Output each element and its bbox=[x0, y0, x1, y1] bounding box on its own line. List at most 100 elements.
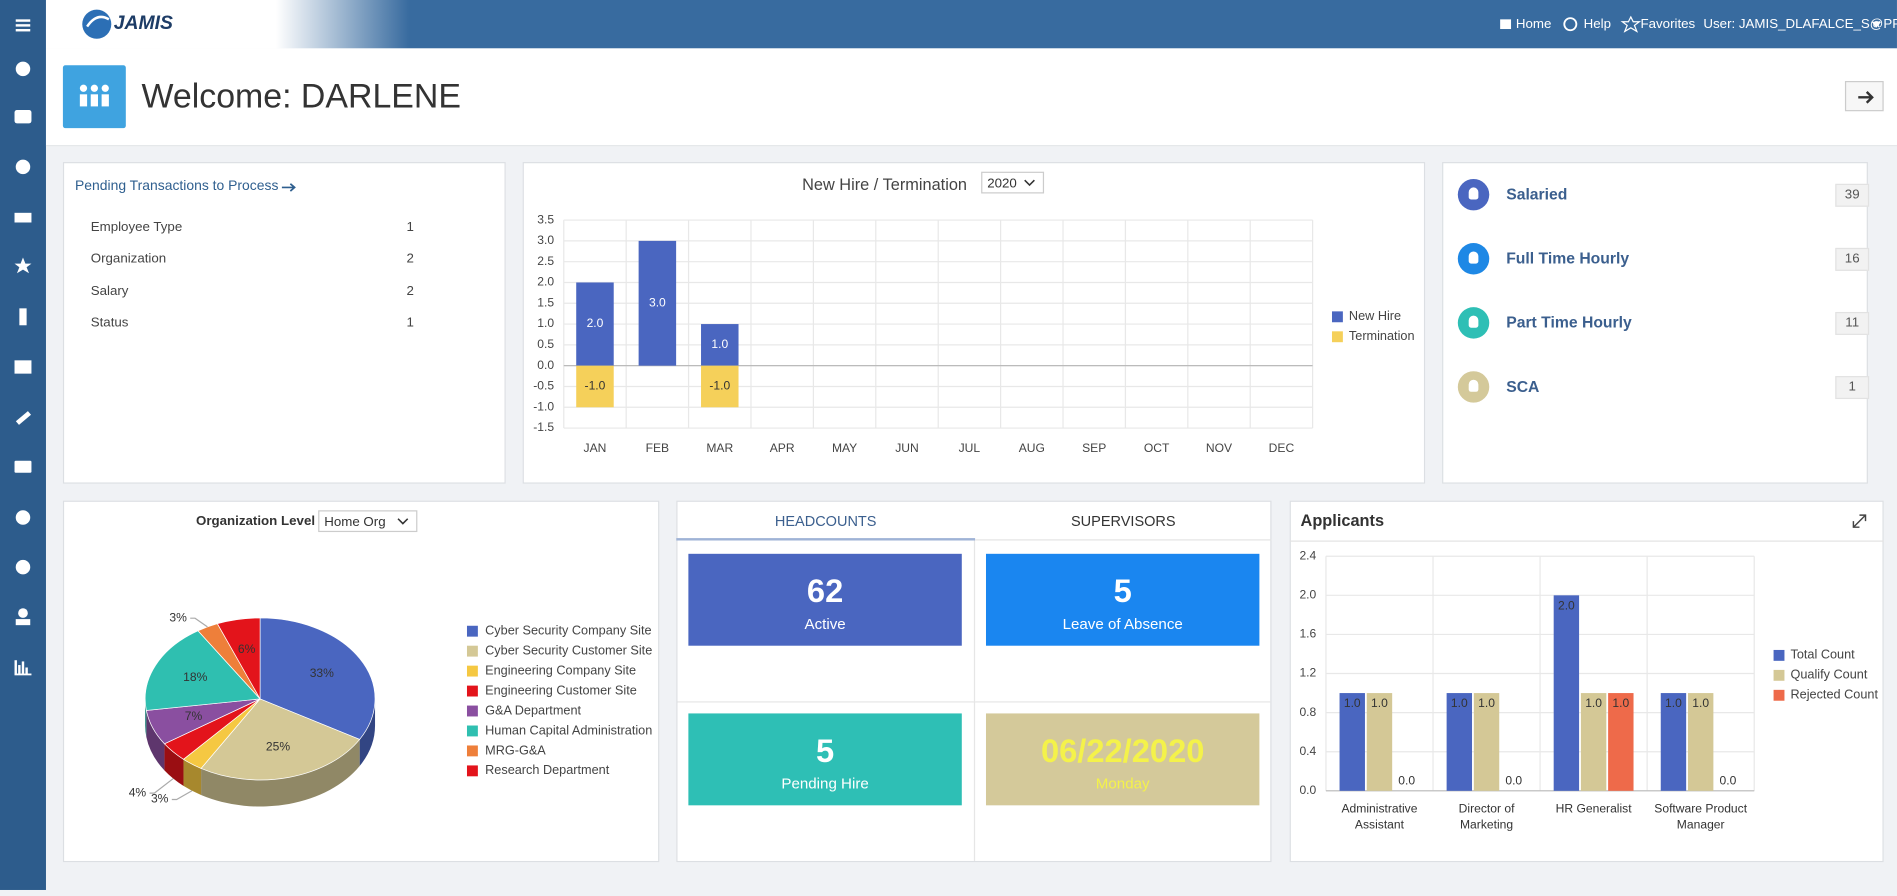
pie-label: 7% bbox=[185, 709, 203, 723]
sidebar-icons bbox=[14, 19, 32, 676]
legend-swatch bbox=[466, 685, 478, 697]
wrench-icon[interactable] bbox=[15, 411, 32, 425]
value-label: 1.0 bbox=[1478, 696, 1495, 710]
nav-home[interactable]: Home bbox=[1515, 16, 1552, 32]
legend-label: Cyber Security Customer Site bbox=[485, 644, 652, 658]
y-tick-label: 1.6 bbox=[1299, 627, 1316, 641]
cubes-icon[interactable] bbox=[15, 559, 31, 575]
legend-swatch bbox=[1773, 649, 1785, 661]
x-tick-label: NOV bbox=[1206, 441, 1232, 455]
bar bbox=[1608, 693, 1634, 791]
value-label: 1.0 bbox=[1344, 696, 1361, 710]
nav-favorites[interactable]: Favorites bbox=[1640, 16, 1696, 32]
pie-slice-side bbox=[359, 698, 376, 767]
type-label[interactable]: Full Time Hourly bbox=[1506, 249, 1630, 268]
dashboard-icon[interactable] bbox=[15, 61, 31, 77]
value-label: -1.0 bbox=[585, 379, 606, 393]
balance-icon[interactable] bbox=[14, 212, 32, 223]
star-icon[interactable] bbox=[14, 257, 32, 274]
y-tick-label: 2.0 bbox=[537, 275, 554, 289]
welcome-icon bbox=[62, 65, 126, 129]
tile[interactable]: 06/22/2020 Monday bbox=[985, 713, 1260, 806]
year-select[interactable]: 2020 bbox=[981, 171, 1045, 194]
y-tick-label: 2.0 bbox=[1299, 588, 1316, 602]
tab-supervisors[interactable]: SUPERVISORS bbox=[1070, 512, 1176, 530]
legend-swatch bbox=[466, 745, 478, 757]
value-label: 0.0 bbox=[1398, 773, 1415, 787]
top-bar: JAMIS Home Help Favorites User: JAMIS_DL… bbox=[45, 0, 1897, 49]
user-icon[interactable] bbox=[18, 608, 28, 618]
x-tick-label: AUG bbox=[1019, 441, 1045, 455]
people-icon[interactable] bbox=[15, 159, 31, 175]
type-count: 39 bbox=[1835, 183, 1870, 207]
y-tick-label: 1.5 bbox=[537, 295, 554, 309]
nav-user[interactable]: User: JAMIS_DLAFALCE_S@PRD bbox=[1703, 16, 1897, 32]
legend-label: Cyber Security Company Site bbox=[485, 624, 651, 638]
nav-icons bbox=[1500, 15, 1882, 33]
pie-slice bbox=[216, 617, 261, 701]
value-label: 1.0 bbox=[1585, 696, 1602, 710]
pie-slice-side bbox=[183, 759, 202, 796]
value-label: 1.0 bbox=[711, 337, 728, 351]
x-tick-label: FEB bbox=[646, 441, 670, 455]
tile[interactable]: 5 Pending Hire bbox=[688, 713, 962, 806]
y-tick-label: 2.5 bbox=[537, 254, 554, 268]
x-tick-label: MAR bbox=[706, 441, 733, 455]
pie-label: 4% bbox=[129, 785, 147, 799]
menu-icon[interactable] bbox=[15, 19, 31, 32]
type-label[interactable]: Part Time Hourly bbox=[1506, 313, 1632, 332]
type-label[interactable]: Salaried bbox=[1506, 185, 1568, 204]
next-button[interactable] bbox=[1844, 81, 1884, 112]
dollar-icon[interactable] bbox=[19, 308, 27, 326]
legend-swatch bbox=[466, 665, 478, 677]
value-label: 1.0 bbox=[1692, 696, 1709, 710]
pending-row-count: 1 bbox=[406, 315, 414, 331]
bar bbox=[701, 365, 739, 408]
type-count: 1 bbox=[1835, 376, 1870, 400]
pie-label: 3% bbox=[169, 610, 187, 624]
tab-headcounts[interactable]: HEADCOUNTS bbox=[774, 512, 877, 530]
tile-value: 06/22/2020 bbox=[1040, 732, 1205, 770]
legend-swatch bbox=[466, 705, 478, 717]
expand-icon[interactable] bbox=[1851, 513, 1868, 530]
type-count: 16 bbox=[1835, 247, 1870, 271]
tile-label: Leave of Absence bbox=[1062, 615, 1183, 633]
y-tick-label: 0.0 bbox=[1299, 783, 1316, 797]
pie-slice bbox=[144, 630, 261, 711]
cogs-icon[interactable] bbox=[15, 510, 31, 525]
legend-label: Qualify Count bbox=[1791, 668, 1868, 682]
type-icon-glyph bbox=[1468, 187, 1479, 200]
org-select[interactable]: Home Org bbox=[318, 510, 418, 533]
tile-value: 5 bbox=[815, 732, 835, 770]
legend-label: Rejected Count bbox=[1791, 688, 1879, 702]
chart-title: New Hire / Termination bbox=[802, 175, 968, 194]
tab-border bbox=[975, 539, 1272, 541]
pending-row-label: Salary bbox=[90, 284, 129, 299]
type-label[interactable]: SCA bbox=[1506, 377, 1540, 396]
sidebar bbox=[0, 0, 46, 890]
pending-row-label: Employee Type bbox=[90, 220, 183, 235]
report-icon[interactable] bbox=[14, 660, 32, 676]
bar bbox=[1553, 595, 1580, 791]
tile[interactable]: 62 Active bbox=[688, 553, 962, 646]
pie-leader bbox=[171, 790, 193, 801]
pending-title[interactable]: Pending Transactions to Process bbox=[75, 178, 279, 194]
nav-help[interactable]: Help bbox=[1583, 16, 1611, 32]
search-icon[interactable] bbox=[14, 110, 32, 124]
briefcase-icon[interactable] bbox=[14, 460, 32, 473]
year-value: 2020 bbox=[987, 176, 1017, 192]
pie-slice-side bbox=[164, 743, 184, 786]
pending-row-count: 1 bbox=[406, 220, 414, 235]
x-tick-label: APR bbox=[770, 441, 795, 455]
value-label: 1.0 bbox=[1371, 696, 1388, 710]
table-icon[interactable] bbox=[14, 360, 32, 374]
tile-label: Active bbox=[804, 615, 846, 633]
type-icon-glyph bbox=[1468, 315, 1479, 328]
x-tick-label: JAN bbox=[584, 441, 607, 455]
bar bbox=[576, 365, 614, 408]
tile[interactable]: 5 Leave of Absence bbox=[985, 553, 1260, 646]
tile-value: 62 bbox=[806, 573, 844, 610]
legend-label: MRG-G&A bbox=[485, 743, 546, 757]
bar bbox=[1339, 693, 1365, 791]
